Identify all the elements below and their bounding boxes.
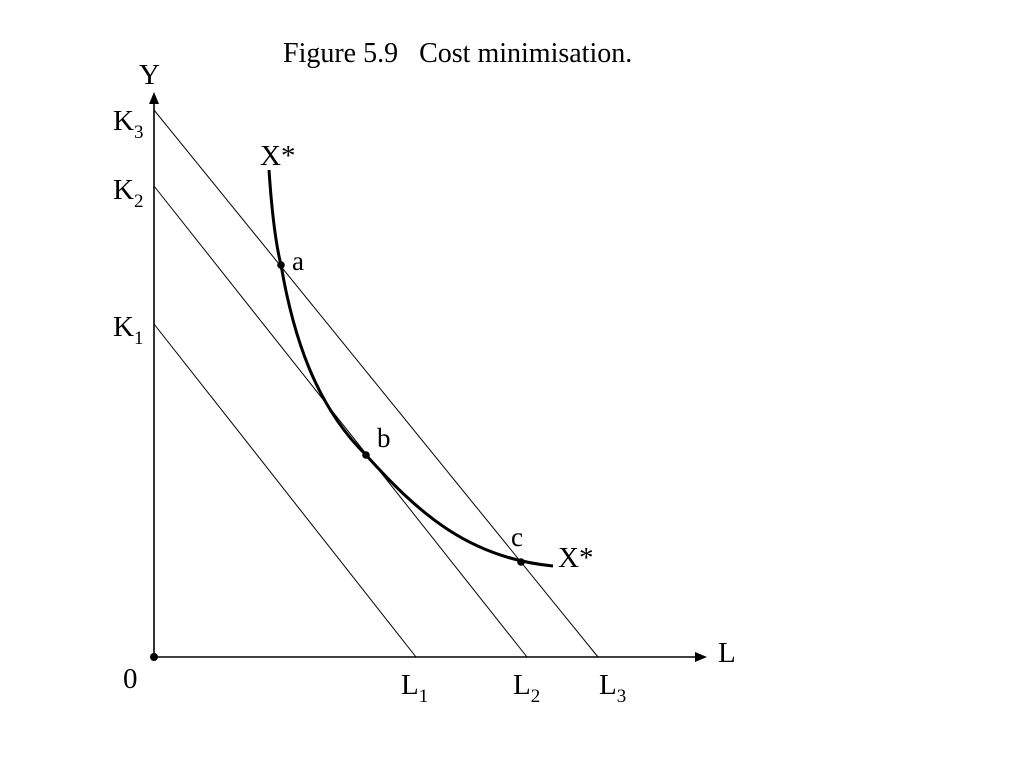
x-axis-arrow — [695, 652, 707, 662]
point-a — [277, 261, 285, 269]
origin-point — [150, 653, 158, 661]
point-c-label: c — [511, 522, 523, 552]
origin-label: 0 — [123, 663, 138, 695]
isocost-line-2 — [153, 185, 528, 658]
l3-label: L3 — [599, 669, 626, 707]
point-a-label: a — [292, 246, 304, 276]
k2-label: K2 — [113, 174, 143, 212]
y-axis-label: Y — [139, 59, 160, 91]
k3-label: K3 — [113, 105, 143, 143]
isoquant-label-end: X* — [558, 542, 593, 574]
point-b — [362, 451, 370, 459]
isoquant-curve — [267, 169, 554, 568]
y-axis-arrow — [149, 92, 159, 104]
figure-title: Figure 5.9 Cost minimisation. — [283, 38, 632, 69]
isocost-line-1 — [153, 323, 417, 658]
l1-label: L1 — [401, 669, 428, 707]
x-axis-label: L — [718, 637, 736, 669]
k1-label: K1 — [113, 311, 143, 349]
isoquant-label-start: X* — [260, 140, 295, 172]
l2-label: L2 — [513, 669, 540, 707]
point-c — [517, 558, 525, 566]
isocost-line-3 — [153, 109, 599, 658]
point-b-label: b — [377, 423, 391, 453]
